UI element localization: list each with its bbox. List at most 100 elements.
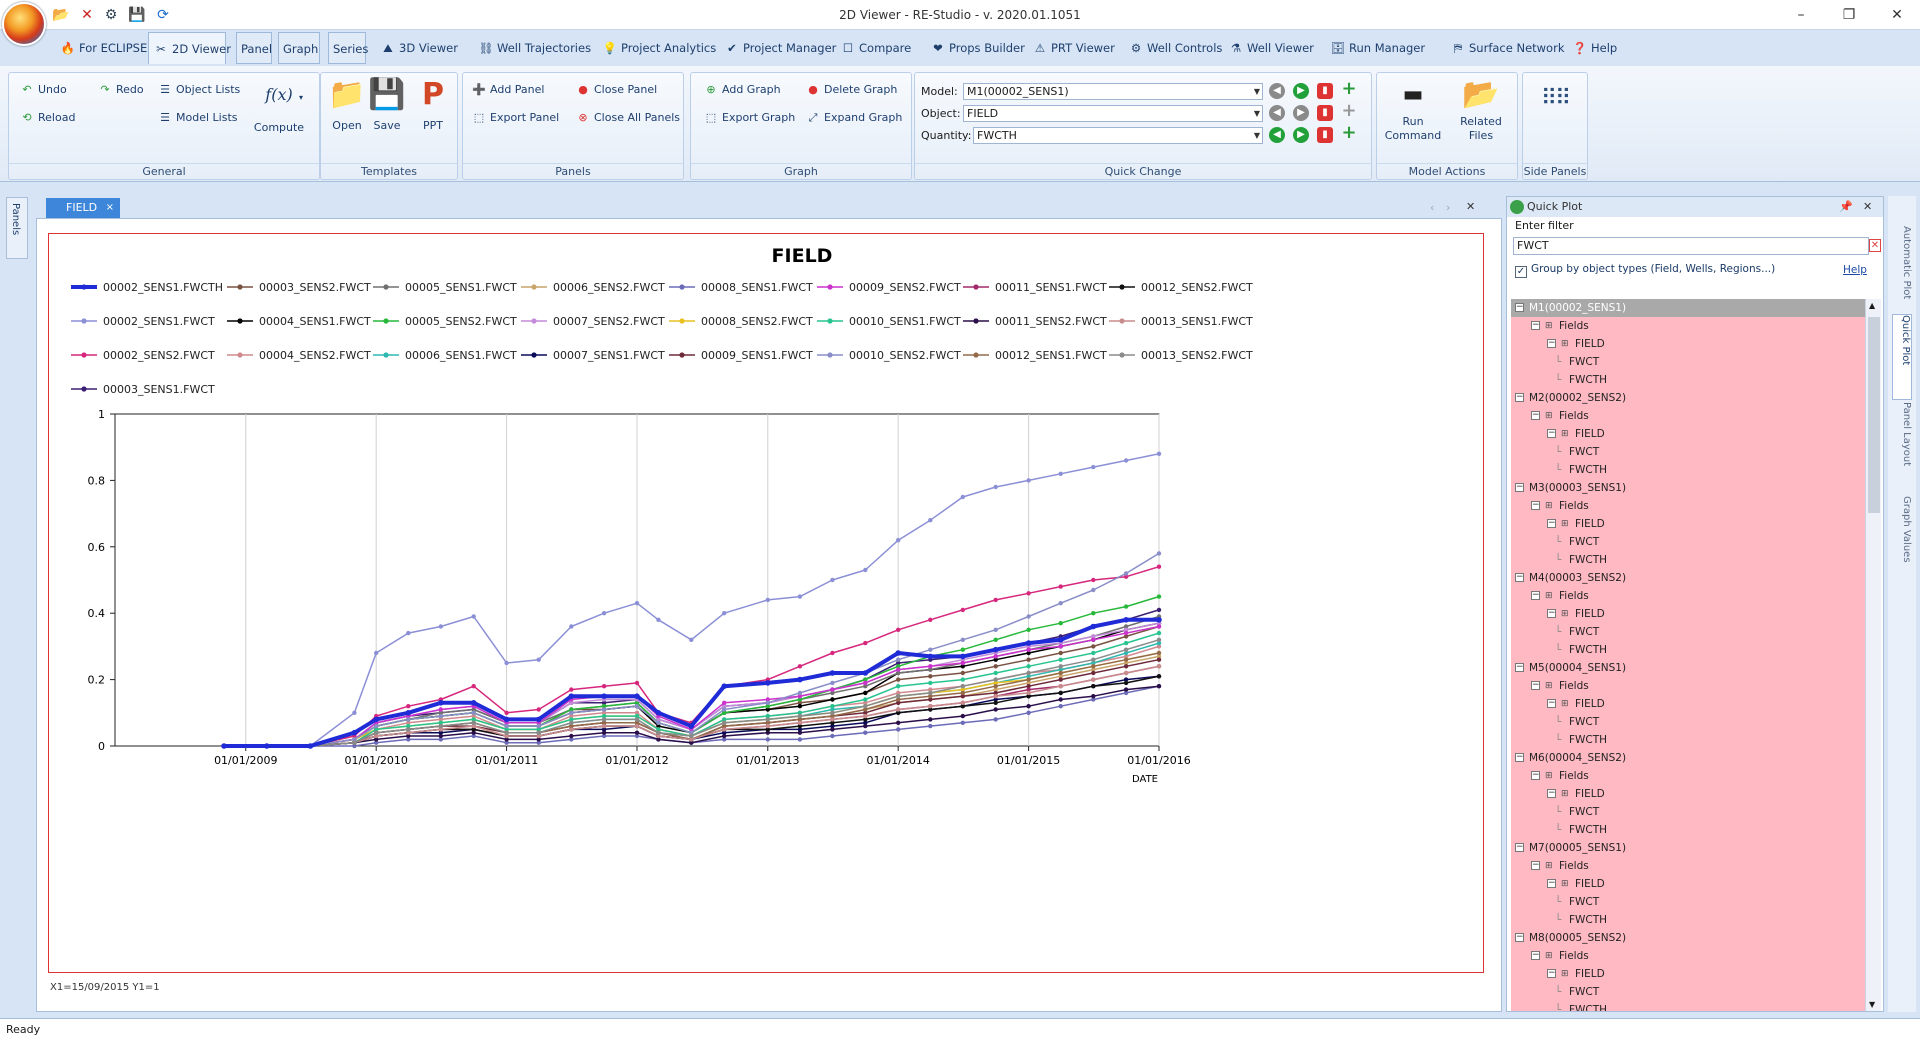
tree-fields-item[interactable]: − ⊞ Fields: [1511, 677, 1865, 695]
quantity-next-icon[interactable]: ▶: [1293, 127, 1309, 143]
pin-icon[interactable]: 📌: [1839, 200, 1853, 213]
tree-quantity-item[interactable]: └ FWCT: [1511, 353, 1865, 371]
collapse-toggle-icon[interactable]: −: [1515, 842, 1524, 852]
clear-filter-icon[interactable]: ✕: [1869, 239, 1881, 252]
tab-graph[interactable]: Graph: [278, 32, 320, 64]
filter-input[interactable]: FWCT: [1513, 237, 1869, 255]
quantity-select[interactable]: FWCTH ▼: [973, 127, 1263, 144]
tree-model-item[interactable]: − M8(00005_SENS2): [1511, 929, 1865, 947]
run-command-button[interactable]: ▬ Run Command: [1381, 75, 1445, 143]
model-add-icon[interactable]: +: [1341, 78, 1357, 99]
open-template-button[interactable]: 📁 Open: [328, 77, 366, 132]
settings-gear-icon[interactable]: ⚙: [104, 7, 118, 23]
close-file-icon[interactable]: ✕: [81, 7, 93, 23]
collapse-toggle-icon[interactable]: −: [1547, 968, 1556, 978]
model-select[interactable]: M1(00002_SENS1) ▼: [963, 83, 1263, 100]
tree-quantity-item[interactable]: └ FWCT: [1511, 533, 1865, 551]
close-panel-button[interactable]: ● Close Panel: [575, 83, 657, 96]
ppt-button[interactable]: P PPT: [413, 75, 453, 132]
tree-model-item[interactable]: − M5(00004_SENS1): [1511, 659, 1865, 677]
tree-quantity-item[interactable]: └ FWCT: [1511, 443, 1865, 461]
collapse-toggle-icon[interactable]: −: [1515, 932, 1524, 942]
save-icon[interactable]: 💾: [128, 7, 146, 23]
collapse-toggle-icon[interactable]: −: [1531, 410, 1540, 420]
object-select[interactable]: FIELD ▼: [963, 105, 1263, 122]
tree-object-item[interactable]: − ⊞ FIELD: [1511, 695, 1865, 713]
tree-quantity-item[interactable]: └ FWCTH: [1511, 371, 1865, 389]
tab-props-builder[interactable]: ❤ Props Builder: [926, 32, 1025, 64]
export-panel-button[interactable]: ⬚ Export Panel: [471, 111, 559, 124]
tab-2d-viewer[interactable]: ✂ 2D Viewer: [148, 32, 231, 64]
tree-model-item[interactable]: − M3(00003_SENS1): [1511, 479, 1865, 497]
collapse-toggle-icon[interactable]: −: [1547, 698, 1556, 708]
tree-object-item[interactable]: − ⊞ FIELD: [1511, 515, 1865, 533]
collapse-toggle-icon[interactable]: −: [1547, 878, 1556, 888]
object-lists-button[interactable]: ☰ Object Lists: [157, 83, 240, 96]
side-tab-quick-plot[interactable]: Quick Plot: [1892, 314, 1912, 400]
object-add-icon[interactable]: +: [1341, 100, 1357, 121]
object-delete-icon[interactable]: ▮: [1317, 105, 1333, 121]
expand-graph-button[interactable]: ⤢ Expand Graph: [805, 111, 903, 125]
tab-panel[interactable]: Panel: [236, 32, 272, 64]
minimize-button[interactable]: –: [1797, 7, 1805, 23]
refresh-icon[interactable]: ⟳: [157, 7, 169, 23]
object-next-icon[interactable]: ▶: [1293, 105, 1309, 121]
tree-model-item[interactable]: − M2(00002_SENS2): [1511, 389, 1865, 407]
app-logo[interactable]: [2, 2, 46, 46]
collapse-toggle-icon[interactable]: −: [1531, 860, 1540, 870]
reload-button[interactable]: ⟲ Reload: [19, 111, 75, 124]
close-panel-icon[interactable]: ✕: [1863, 200, 1873, 213]
group-by-checkbox[interactable]: ✓ Group by object types (Field, Wells, Re…: [1515, 263, 1776, 278]
tree-model-item[interactable]: − M7(00005_SENS1): [1511, 839, 1865, 857]
tree-quantity-item[interactable]: └ FWCT: [1511, 983, 1865, 1001]
collapse-toggle-icon[interactable]: −: [1515, 752, 1524, 762]
tab-series[interactable]: Series: [328, 32, 368, 64]
tree-object-item[interactable]: − ⊞ FIELD: [1511, 605, 1865, 623]
collapse-toggle-icon[interactable]: −: [1547, 428, 1556, 438]
tree-model-item[interactable]: − M4(00003_SENS2): [1511, 569, 1865, 587]
tab-well-trajectories[interactable]: ⛓ Well Trajectories: [474, 32, 591, 64]
undo-button[interactable]: ↶ Undo: [19, 83, 66, 96]
collapse-toggle-icon[interactable]: −: [1547, 788, 1556, 798]
model-next-icon[interactable]: ▶: [1293, 83, 1309, 99]
collapse-toggle-icon[interactable]: −: [1531, 500, 1540, 510]
model-lists-button[interactable]: ☰ Model Lists: [157, 111, 237, 124]
collapse-toggle-icon[interactable]: −: [1547, 518, 1556, 528]
tab-run-manager[interactable]: 🗄 Run Manager: [1326, 32, 1425, 64]
restore-button[interactable]: ❐: [1842, 7, 1856, 23]
checkbox[interactable]: ✓: [1515, 266, 1527, 278]
tree-object-item[interactable]: − ⊞ FIELD: [1511, 425, 1865, 443]
model-prev-icon[interactable]: ◀: [1269, 83, 1285, 99]
side-tab-panel-layout[interactable]: Panel Layout: [1901, 402, 1912, 467]
tree-quantity-item[interactable]: └ FWCTH: [1511, 731, 1865, 749]
tab-project-manager[interactable]: ✔ Project Manager: [720, 32, 836, 64]
model-delete-icon[interactable]: ▮: [1317, 83, 1333, 99]
tree-quantity-item[interactable]: └ FWCTH: [1511, 821, 1865, 839]
quantity-prev-icon[interactable]: ◀: [1269, 127, 1285, 143]
collapse-toggle-icon[interactable]: −: [1531, 950, 1540, 960]
quantity-delete-icon[interactable]: ▮: [1317, 127, 1333, 143]
tree-quantity-item[interactable]: └ FWCTH: [1511, 461, 1865, 479]
delete-graph-button[interactable]: ● Delete Graph: [805, 83, 897, 96]
tab-for-eclipse[interactable]: 🔥 For ECLIPSE: [56, 32, 147, 64]
tree-model-item[interactable]: − M6(00004_SENS2): [1511, 749, 1865, 767]
collapse-toggle-icon[interactable]: −: [1515, 482, 1524, 492]
tree-fields-item[interactable]: − ⊞ Fields: [1511, 947, 1865, 965]
collapse-toggle-icon[interactable]: −: [1531, 770, 1540, 780]
scrollbar-thumb[interactable]: [1868, 317, 1880, 513]
tree-fields-item[interactable]: − ⊞ Fields: [1511, 497, 1865, 515]
close-tab-icon[interactable]: ×: [105, 202, 114, 213]
collapse-toggle-icon[interactable]: −: [1515, 572, 1524, 582]
tree-fields-item[interactable]: − ⊞ Fields: [1511, 857, 1865, 875]
tree-quantity-item[interactable]: └ FWCTH: [1511, 1001, 1865, 1011]
tab-scroll-right-icon[interactable]: ›: [1446, 201, 1451, 214]
tree-fields-item[interactable]: − ⊞ Fields: [1511, 407, 1865, 425]
tree-quantity-item[interactable]: └ FWCTH: [1511, 551, 1865, 569]
collapse-toggle-icon[interactable]: −: [1515, 302, 1524, 312]
tree-quantity-item[interactable]: └ FWCT: [1511, 623, 1865, 641]
tab-project-analytics[interactable]: 💡 Project Analytics: [598, 32, 716, 64]
tab-field[interactable]: FIELD ×: [46, 198, 120, 218]
collapse-toggle-icon[interactable]: −: [1547, 608, 1556, 618]
tree-object-item[interactable]: − ⊞ FIELD: [1511, 335, 1865, 353]
